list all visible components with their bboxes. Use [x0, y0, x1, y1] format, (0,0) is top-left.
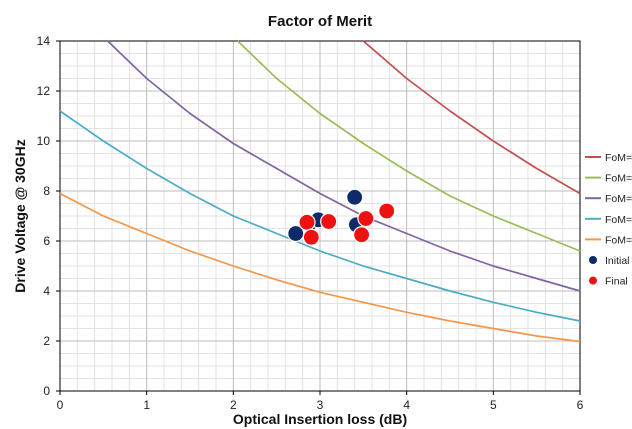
- legend-marker-swatch: [589, 256, 597, 264]
- x-tick-label: 4: [403, 398, 410, 412]
- x-tick-label: 5: [490, 398, 497, 412]
- x-tick-label: 3: [317, 398, 324, 412]
- legend-label: FoM=: [605, 152, 632, 164]
- fom-curve-line: [59, 110, 581, 322]
- y-tick-label: 12: [37, 84, 51, 98]
- x-axis-ticks: 0 1 2 3 4 5 6: [57, 391, 584, 412]
- final-data-point: [357, 209, 375, 228]
- final-data-point: [320, 212, 338, 231]
- y-axis-label: Drive Voltage @ 30GHz: [12, 139, 28, 292]
- x-tick-label: 1: [143, 398, 150, 412]
- y-tick-label: 0: [43, 384, 50, 398]
- legend-marker-swatch: [589, 276, 597, 285]
- final-data-point: [302, 228, 320, 246]
- fom-curve-line: [107, 40, 581, 292]
- legend-label: Initial: [605, 255, 630, 267]
- y-tick-label: 10: [37, 134, 51, 148]
- x-axis-label: Optical Insertion loss (dB): [233, 411, 407, 427]
- y-tick-label: 4: [43, 284, 50, 298]
- legend-label: Final: [605, 276, 628, 288]
- legend-label: FoM=: [605, 234, 632, 246]
- fom-curve-line: [59, 192, 581, 343]
- y-tick-label: 2: [43, 334, 50, 348]
- legend-label: FoM=: [605, 173, 632, 185]
- fom-curve-line: [237, 40, 581, 252]
- legend: FoM= FoM= FoM= FoM= FoM= Initial Final: [585, 152, 632, 288]
- x-tick-label: 2: [230, 398, 237, 412]
- fom-curves: [59, 40, 581, 343]
- legend-label: FoM=: [605, 193, 632, 205]
- y-axis-ticks: 0 2 4 6 8 10 12 14: [37, 34, 60, 398]
- initial-data-point: [346, 188, 364, 206]
- final-data-point: [378, 202, 396, 220]
- chart-title: Factor of Merit: [268, 13, 372, 30]
- y-tick-label: 6: [43, 234, 50, 248]
- y-tick-label: 14: [37, 34, 51, 48]
- final-data-point: [353, 226, 371, 244]
- final-data-point: [298, 213, 316, 231]
- fom-curve-line: [362, 40, 581, 195]
- x-tick-label: 6: [577, 398, 584, 412]
- legend-label: FoM=: [605, 214, 632, 226]
- y-tick-label: 8: [43, 184, 50, 198]
- data-points: [287, 188, 396, 246]
- x-tick-label: 0: [57, 398, 64, 412]
